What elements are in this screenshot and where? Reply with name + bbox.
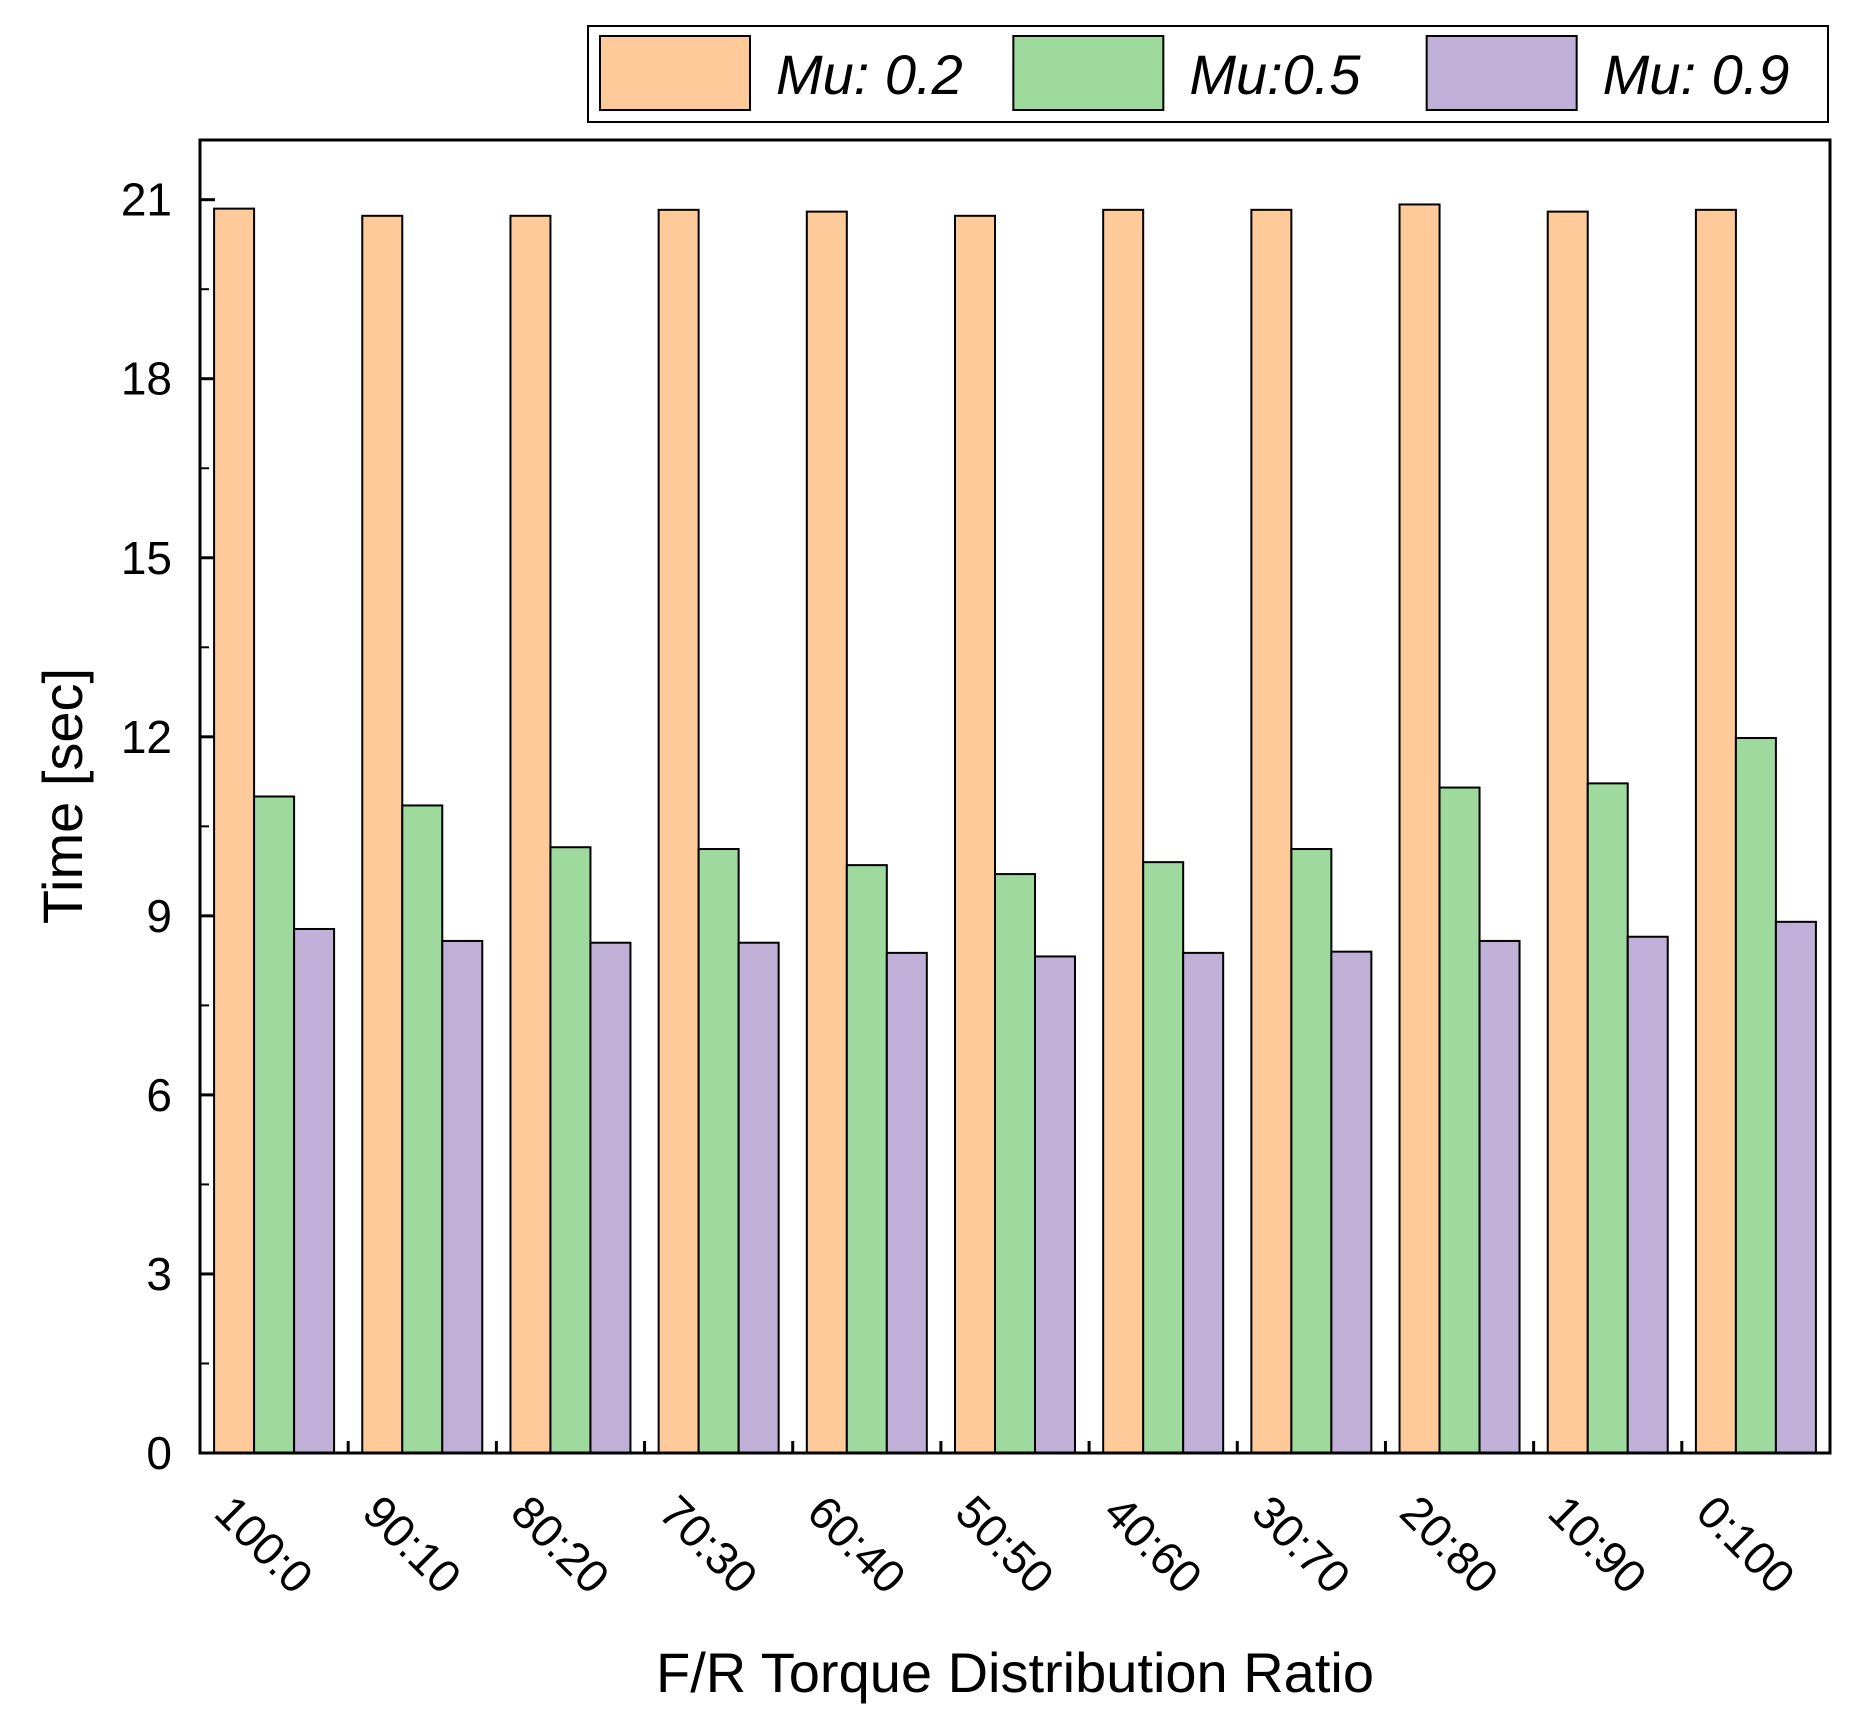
legend-swatch-2 [1012, 35, 1165, 111]
bar-1-100:0 [213, 207, 256, 1454]
legend-label-3: Mu: 0.9 [1603, 43, 1790, 106]
bar-1-90:10 [361, 214, 404, 1454]
legend-frame [587, 25, 1829, 123]
y-tick-label: 12 [121, 711, 172, 763]
bar-3-70:30 [737, 941, 780, 1454]
bar-1-20:80 [1398, 203, 1441, 1455]
bar-3-60:40 [885, 951, 928, 1454]
bar-1-0:100 [1694, 208, 1737, 1455]
bar-1-10:90 [1546, 210, 1589, 1454]
bars-group [213, 203, 1817, 1455]
plot-frame [198, 138, 1832, 1455]
legend-swatch-1 [599, 35, 751, 111]
bar-2-30:70 [1290, 848, 1333, 1454]
y-tick-label: 3 [146, 1248, 172, 1300]
bar-3-30:70 [1330, 950, 1373, 1454]
y-tick-label: 15 [121, 532, 172, 584]
bar-1-30:70 [1250, 208, 1293, 1455]
bar-2-40:60 [1142, 861, 1185, 1454]
legend: Mu: 0.2 Mu:0.5 Mu: 0.9 [587, 25, 1829, 123]
bar-1-60:40 [805, 210, 848, 1454]
bar-3-10:90 [1626, 935, 1669, 1454]
bar-2-100:0 [253, 795, 296, 1454]
bar-2-80:20 [549, 846, 592, 1454]
legend-swatch-3 [1425, 35, 1578, 111]
bar-3-80:20 [589, 941, 632, 1454]
y-tick-label: 6 [146, 1069, 172, 1121]
x-axis-title: F/R Torque Distribution Ratio [656, 1641, 1374, 1704]
bar-3-40:60 [1182, 951, 1225, 1454]
bar-1-70:30 [657, 208, 700, 1455]
y-tick-label: 9 [146, 890, 172, 942]
bar-2-70:30 [697, 848, 740, 1454]
bar-3-50:50 [1034, 955, 1076, 1454]
bar-1-50:50 [954, 214, 996, 1454]
bar-2-0:100 [1734, 737, 1777, 1454]
bar-2-50:50 [994, 873, 1036, 1454]
bar-2-10:90 [1586, 782, 1629, 1454]
bar-1-80:20 [509, 214, 552, 1454]
bar-3-90:10 [441, 939, 484, 1454]
y-tick-label: 18 [121, 353, 172, 405]
bar-2-20:80 [1438, 786, 1481, 1454]
bar-3-20:80 [1478, 939, 1521, 1454]
y-axis-title: Time [sec] [31, 668, 94, 924]
y-tick-label: 21 [121, 174, 172, 226]
bar-2-90:10 [401, 804, 444, 1454]
y-tick-label: 0 [146, 1427, 172, 1479]
bar-1-40:60 [1102, 208, 1145, 1455]
legend-label-1: Mu: 0.2 [776, 43, 963, 106]
bar-3-100:0 [293, 927, 336, 1454]
bar-3-0:100 [1774, 920, 1817, 1454]
legend-label-2: Mu:0.5 [1189, 43, 1361, 106]
bar-2-60:40 [845, 864, 888, 1454]
